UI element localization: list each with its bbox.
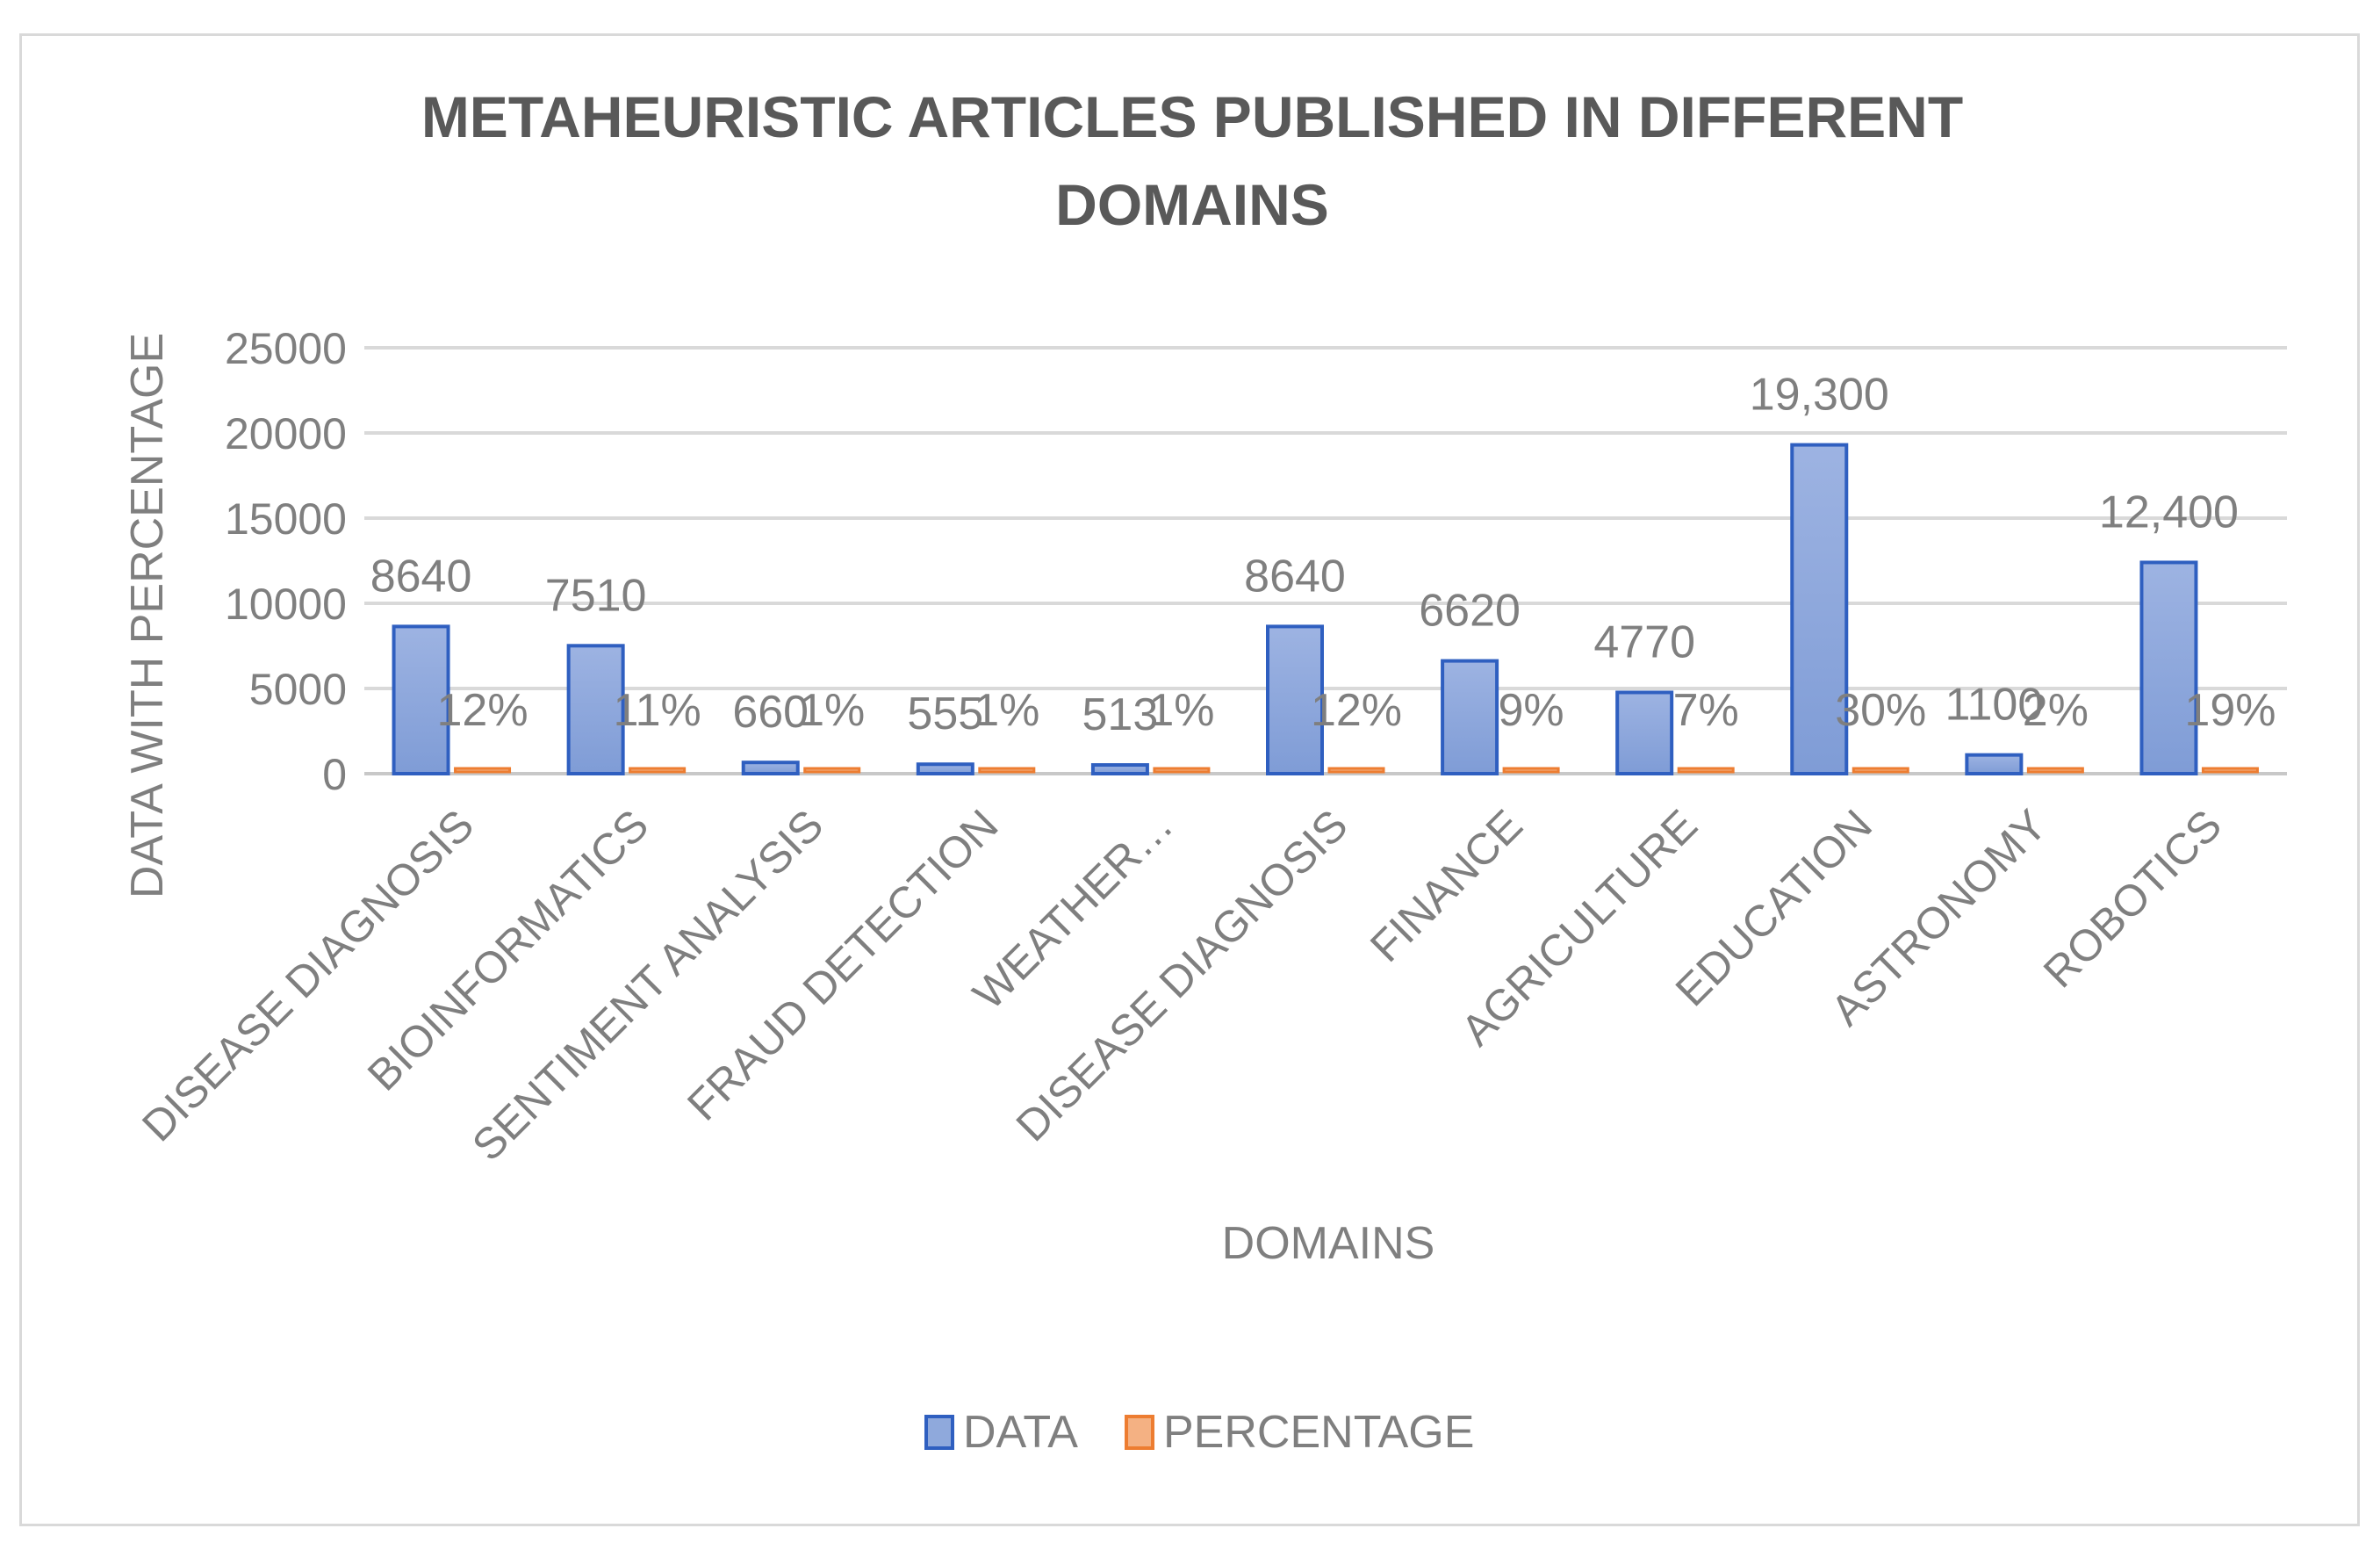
legend-swatch-data [924,1415,954,1450]
data-label-percentage: 12% [437,685,528,736]
chart-title-line-1: METAHEURISTIC ARTICLES PUBLISHED IN DIFF… [421,84,1963,149]
data-label-data: 4770 [1593,616,1695,667]
bar-data [1790,443,1849,775]
legend: DATA PERCENTAGE [924,1407,1474,1458]
data-label-percentage: 12% [1311,685,1402,736]
data-label-data: 12,400 [2099,487,2239,537]
bar-percentage [454,767,512,774]
y-tick-label: 0 [322,750,347,799]
data-label-data: 6620 [1419,586,1521,637]
y-tick-label: 5000 [249,665,347,714]
bar-percentage [2026,767,2084,774]
x-category-label: FRAUD DETECTION [678,800,1007,1129]
data-label-data: 19,300 [1750,370,1889,421]
legend-label-percentage: PERCENTAGE [1163,1407,1474,1458]
bar-data [1615,690,1674,775]
bar-percentage [1677,767,1735,774]
x-axis-categories: DISEASE DIAGNOSISBIOINFORMATICSSENTIMENT… [133,800,2231,1170]
data-label-data: 555 [907,688,983,739]
data-label-percentage: 19% [2184,685,2276,736]
bar-data [566,644,625,776]
y-tick-label: 15000 [225,494,347,544]
x-axis-title: DOMAINS [1222,1218,1435,1269]
bar-percentage [1327,767,1385,774]
bar-percentage [803,767,861,774]
x-category-label: SENTIMENT ANALYSIS [463,800,832,1170]
x-category-label: FINANCE [1361,800,1532,971]
legend-label-data: DATA [963,1407,1078,1458]
data-label-data: 1100 [1945,680,2043,731]
bar-percentage [1153,767,1211,774]
data-label-percentage: 1% [974,685,1039,736]
bars [392,443,2259,776]
data-label-data: 513 [1082,689,1159,740]
bar-percentage [978,767,1036,774]
y-tick-label: 25000 [225,324,347,373]
bar-data [1441,659,1499,776]
data-label-data: 7510 [545,570,647,621]
data-label-data: 660 [732,687,809,738]
bar-percentage [2201,767,2259,774]
bar-data [916,762,974,775]
data-label-data: 8640 [370,551,472,602]
data-label-percentage: 11% [614,685,701,736]
bar-data [741,761,800,775]
y-tick-label: 20000 [225,409,347,458]
bar-data [1090,763,1149,775]
bar-percentage [1502,767,1560,774]
x-category-label: DISEASE DIAGNOSIS [133,800,483,1150]
chart-svg: METAHEURISTIC ARTICLES PUBLISHED IN DIFF… [122,84,2287,1458]
bar-percentage [629,767,687,774]
data-label-data: 8640 [1244,551,1346,602]
legend-swatch-percentage [1125,1415,1154,1450]
bar-data [1266,624,1324,775]
y-axis-ticks: 0 5000 10000 15000 20000 25000 [225,324,347,799]
bar-data [1965,753,2024,775]
y-tick-label: 10000 [225,580,347,629]
bar-data [2139,560,2198,775]
chart-frame: METAHEURISTIC ARTICLES PUBLISHED IN DIFF… [19,33,2360,1526]
x-category-label: DISEASE DIAGNOSIS [1007,800,1357,1150]
bar-data [392,624,450,775]
data-label-percentage: 1% [1148,685,1214,736]
chart-title-line-2: DOMAINS [1055,172,1329,237]
data-label-percentage: 2% [2023,685,2089,736]
data-label-percentage: 30% [1835,685,1926,736]
data-label-percentage: 7% [1673,685,1739,736]
data-label-percentage: 9% [1499,685,1564,736]
bar-percentage [1852,767,1909,774]
data-label-percentage: 1% [799,685,865,736]
y-axis-title: DATA WITH PERCENTAGE [122,333,173,898]
x-category-label: ROBOTICS [2034,800,2231,997]
